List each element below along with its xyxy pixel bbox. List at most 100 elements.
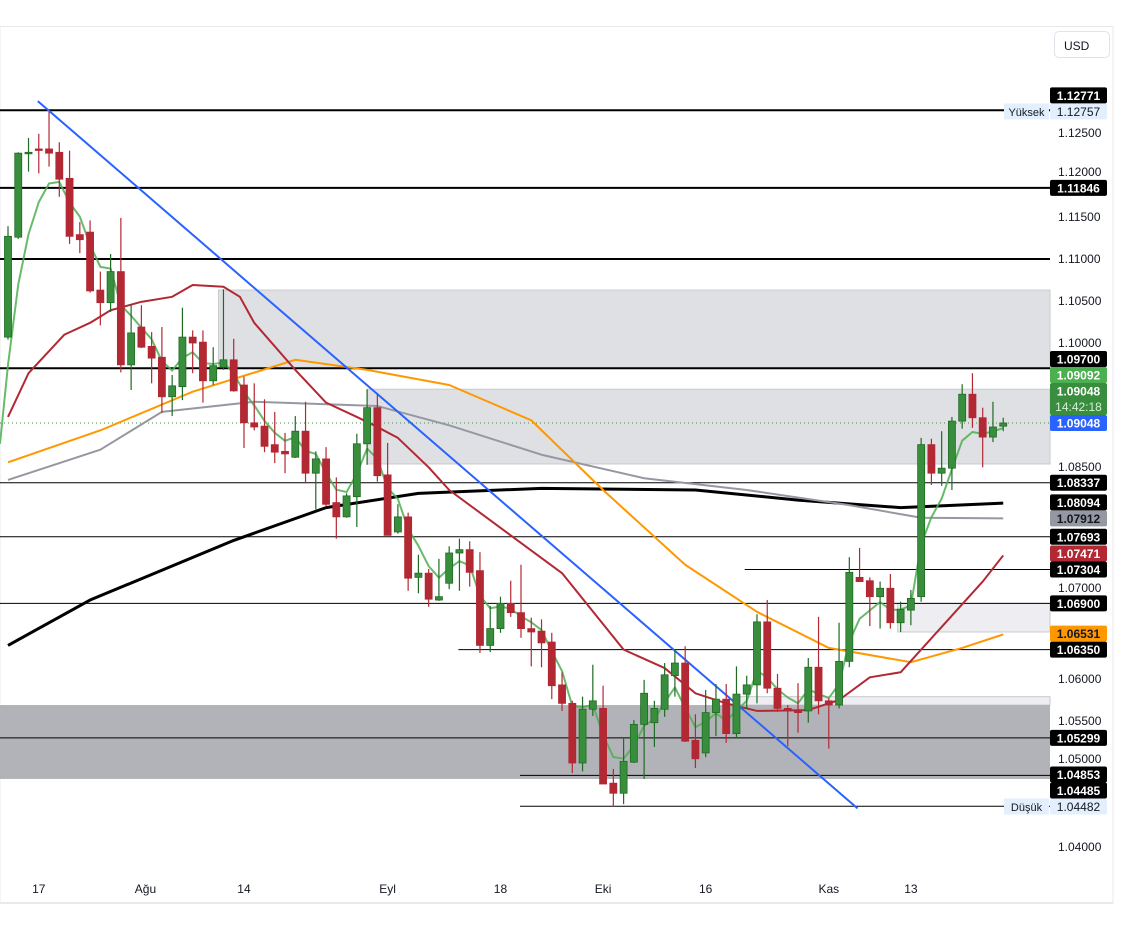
price-badge: 1.12771 [1050, 87, 1107, 104]
price-badge: 1.09048 14:42:18 [1050, 382, 1107, 415]
candle-body [14, 152, 23, 238]
candle-body [650, 708, 659, 724]
candle-body [127, 332, 136, 366]
price-tick-label: 1.12000 [1058, 165, 1102, 179]
price-badge-text: 1.06900 [1057, 597, 1101, 611]
candle-body [619, 760, 628, 794]
candle-body [886, 587, 895, 624]
candle-down [147, 332, 156, 384]
candle-up [363, 389, 372, 465]
candle-body [845, 571, 854, 662]
candle-down [86, 220, 94, 293]
candle-down [250, 383, 259, 431]
candle-up [671, 649, 679, 697]
candle-body [393, 516, 402, 533]
candle-body [240, 384, 248, 424]
price-axis[interactable]: 1.12500 1.12000 1.11500 1.11000 1.10500 1.100… [1004, 87, 1107, 854]
candle-up [896, 601, 905, 632]
time-tick-label: 16 [699, 882, 713, 896]
candle-down [506, 580, 515, 617]
candle-down [465, 541, 474, 587]
candle-body [465, 549, 474, 573]
price-badge-bg [1050, 766, 1107, 783]
price-badge: 1.04853 [1050, 766, 1107, 783]
candle-body [301, 430, 310, 474]
candle-down [424, 568, 433, 607]
time-axis[interactable]: 17 Ağu 14 Eyl 18 Eki 16 Kas 13 [32, 882, 918, 896]
candle-up [455, 538, 464, 591]
price-badge-bg [1050, 641, 1107, 658]
candle-body [506, 603, 515, 614]
price-tick-label: 1.10000 [1058, 336, 1102, 350]
countdown-text: 14:42:18 [1055, 400, 1102, 414]
price-badge: 1.09048 [1050, 414, 1107, 431]
candle-body [311, 458, 320, 474]
trendline[interactable] [37, 100, 859, 810]
price-tick-label: 1.05000 [1058, 752, 1102, 766]
candle-up [732, 666, 741, 739]
candle-body [558, 684, 566, 704]
candle-body [168, 385, 177, 398]
price-badge-bg [1050, 87, 1107, 104]
price-tick-label: 1.04000 [1058, 840, 1102, 854]
candle-up [619, 736, 628, 805]
candle-body [722, 698, 731, 734]
candle-body [948, 420, 956, 469]
candle-body [65, 177, 74, 237]
candle-up [753, 614, 761, 704]
candle-body [322, 458, 330, 505]
candle-down [270, 411, 279, 464]
candle-body [968, 393, 977, 419]
candle-body [34, 148, 43, 151]
price-badge-bg [1050, 366, 1107, 383]
candle-body [260, 425, 269, 447]
zone-light [217, 289, 1051, 369]
price-badge-text: 1.08337 [1057, 476, 1101, 490]
candle-body [876, 587, 884, 598]
candle-body [476, 570, 484, 646]
candle-up [14, 152, 23, 239]
candle-up [742, 675, 751, 710]
time-tick-label: Eyl [379, 882, 396, 896]
trendline-group [37, 100, 859, 810]
candle-down [199, 330, 207, 403]
candle-up [435, 558, 443, 601]
candle-body [855, 576, 864, 582]
candle-down [794, 683, 802, 733]
price-badge-text: 1.09092 [1057, 368, 1101, 382]
candle-up [948, 416, 956, 490]
candle-body [547, 641, 556, 687]
currency-button[interactable]: USD [1054, 31, 1110, 58]
price-badge: 1.08094 [1050, 494, 1107, 511]
candle-down [404, 512, 413, 591]
price-badge-tag: Düşük [1011, 802, 1043, 814]
price-badge-bg [1050, 545, 1107, 562]
candle-down [978, 407, 987, 468]
candle-body [116, 271, 125, 366]
candle-body [927, 444, 936, 474]
candle-up [958, 384, 967, 429]
candle-body [219, 359, 228, 368]
price-badge: 1.07471 [1050, 545, 1107, 562]
candle-up [578, 696, 587, 772]
candle-down [75, 222, 84, 254]
candle-body [609, 782, 618, 794]
candle-body [629, 723, 638, 763]
price-badge: 1.09092 [1050, 366, 1107, 383]
moving-average-line [7, 284, 1005, 712]
candle-body [763, 621, 772, 689]
candle-up [168, 374, 177, 417]
price-badge-bg [1050, 528, 1107, 545]
candle-up [712, 684, 720, 737]
time-tick-label: 13 [904, 882, 918, 896]
price-badge-bg [1050, 179, 1107, 196]
candle-up [845, 557, 854, 668]
price-badge: 1.04482 Düşük [1004, 798, 1107, 815]
candle-body [86, 231, 94, 292]
candle-down [383, 442, 392, 536]
price-badge-bg [1050, 414, 1107, 431]
price-badge-bg [1050, 625, 1107, 642]
candle-body [404, 516, 413, 579]
candle-down [34, 133, 43, 174]
